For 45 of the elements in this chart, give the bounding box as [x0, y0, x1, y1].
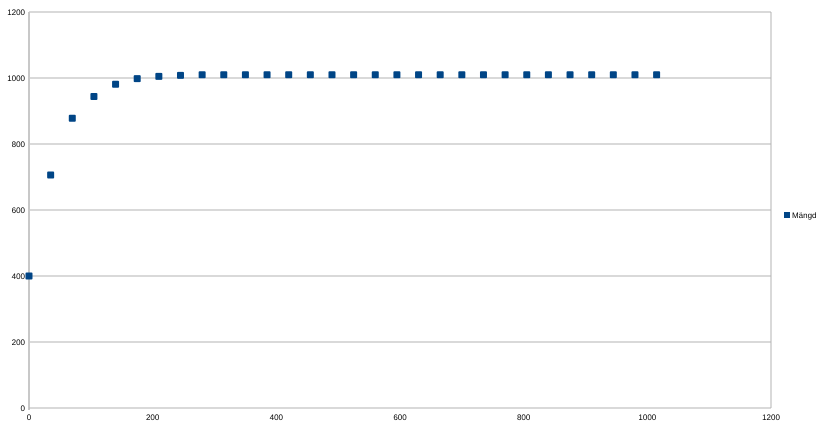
point — [502, 71, 509, 78]
point — [90, 92, 98, 100]
point — [285, 71, 292, 78]
x-tick-label: 1200 — [762, 413, 780, 422]
point — [176, 72, 184, 79]
point — [436, 71, 444, 78]
x-tick-label: 400 — [270, 413, 284, 422]
y-tick-label: 800 — [12, 140, 26, 149]
point — [68, 114, 76, 122]
x-tick-label: 1000 — [638, 413, 657, 422]
point — [631, 71, 638, 78]
y-tick-label: 0 — [20, 404, 26, 413]
x-tick-label: 0 — [26, 413, 32, 422]
point — [653, 71, 660, 78]
point — [372, 71, 379, 78]
point — [220, 71, 228, 78]
y-tick-label: 600 — [12, 206, 26, 215]
point — [328, 71, 336, 78]
point — [588, 71, 596, 78]
point — [47, 172, 54, 179]
point — [415, 71, 422, 78]
point — [306, 71, 314, 78]
x-tick-label: 800 — [516, 413, 531, 422]
point — [134, 75, 141, 82]
y-tick-label: 400 — [12, 272, 26, 281]
point — [26, 272, 32, 280]
point — [523, 71, 530, 78]
point — [242, 71, 249, 78]
point — [393, 71, 400, 78]
x-tick-label: 600 — [393, 413, 408, 422]
point — [112, 80, 120, 88]
point — [566, 71, 574, 78]
legend-label: Mängd — [792, 210, 816, 220]
point — [458, 71, 466, 78]
point — [155, 72, 162, 80]
point — [610, 71, 617, 78]
point — [198, 71, 206, 78]
y-tick-label: 200 — [12, 338, 26, 347]
x-tick-label: 200 — [146, 413, 160, 422]
point — [480, 71, 487, 78]
point — [544, 71, 552, 78]
point — [264, 71, 271, 78]
y-tick-label: 1200 — [7, 8, 26, 17]
y-tick-label: 1000 — [7, 74, 26, 83]
point — [350, 71, 358, 78]
